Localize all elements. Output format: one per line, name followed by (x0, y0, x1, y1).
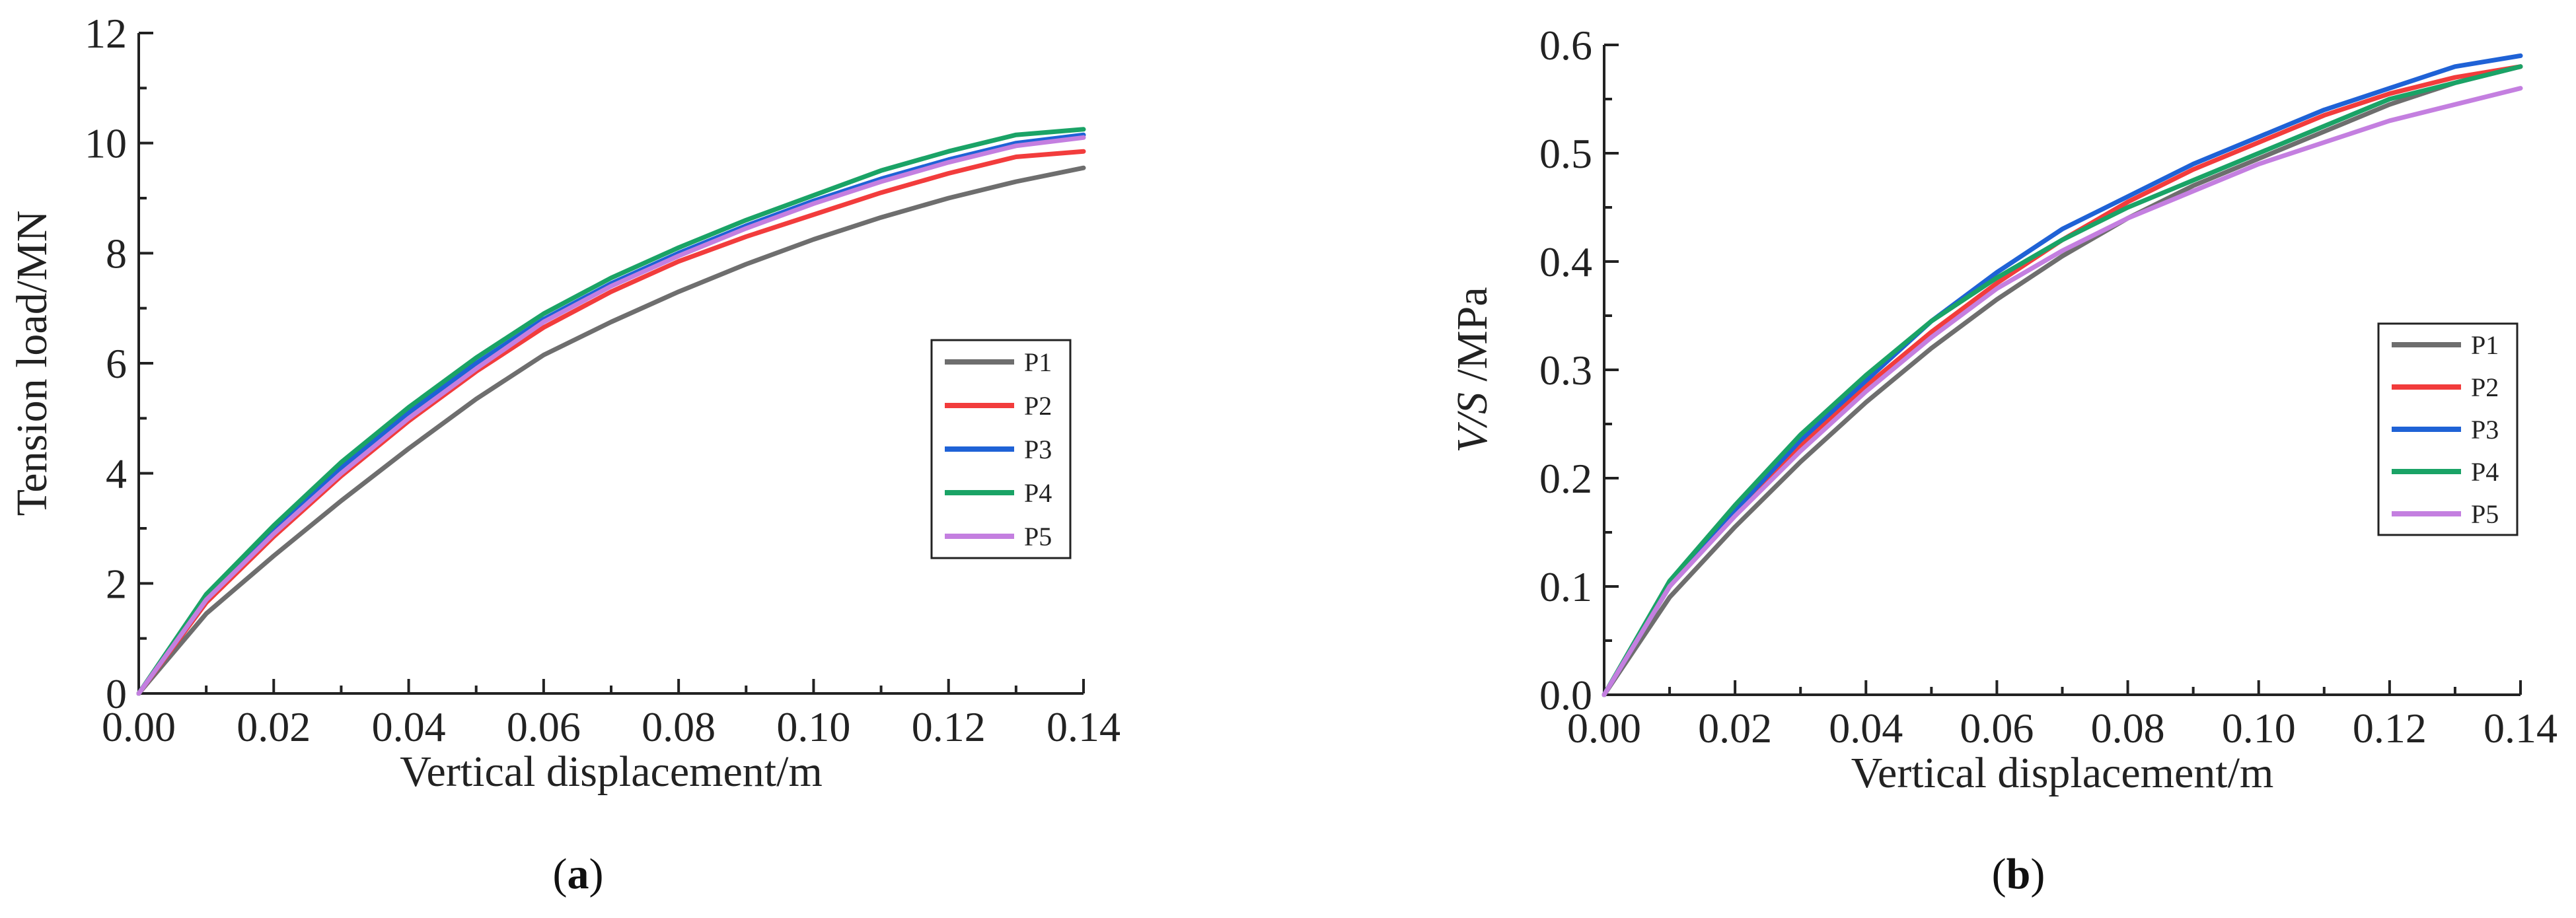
y-tick-label: 0.3 (1539, 347, 1592, 394)
panel-label-open-paren: ( (1992, 850, 2006, 898)
series-line-p5 (136, 135, 1086, 696)
x-tick-label: 0.00 (1567, 705, 1641, 752)
panel-label-letter: b (2006, 850, 2031, 898)
series-line-p3 (136, 132, 1086, 696)
legend-label-p4: P4 (2471, 457, 2499, 487)
y-tick-label: 0.0 (1539, 672, 1592, 719)
y-tick-label: 0.4 (1539, 238, 1592, 285)
series-line-p5 (1601, 86, 2523, 697)
panel-label: (a) (553, 850, 604, 898)
x-tick-label: 0.14 (1047, 703, 1121, 750)
series-line-p4 (1601, 64, 2523, 697)
panel-label: (b) (1992, 850, 2045, 898)
y-tick-label: 0.5 (1539, 130, 1592, 177)
x-tick-label: 0.08 (642, 703, 716, 750)
x-tick-label: 0.06 (507, 703, 581, 750)
legend-label-p1: P1 (2471, 330, 2499, 360)
x-tick-label: 0.12 (912, 703, 986, 750)
x-tick-label: 0.10 (2222, 705, 2296, 752)
y-tick-label: 10 (85, 120, 127, 167)
y-tick-label: 0 (106, 670, 127, 717)
y-tick-label: 0.6 (1539, 22, 1592, 69)
x-tick-label: 0.12 (2353, 705, 2427, 752)
x-axis-title: Vertical displacement/m (400, 748, 823, 796)
legend-label-p2: P2 (1024, 391, 1052, 421)
legend-label-p2: P2 (2471, 372, 2499, 402)
panel-label-letter: a (568, 850, 589, 898)
x-tick-label: 0.04 (1829, 705, 1903, 752)
chart-panel-a: 0.00 0.02 0.04 0.06 0.08 0.10 0.12 0.14 0 2 4 6 8 10 1… (8, 10, 1121, 898)
series-line-p4 (136, 127, 1086, 696)
legend-label-p5: P5 (2471, 499, 2499, 529)
x-tick-label: 0.02 (1698, 705, 1772, 752)
y-tick-label: 12 (85, 10, 127, 57)
x-tick-label: 0.04 (372, 703, 446, 750)
y-axis-title-italic: V/S (1448, 392, 1496, 453)
y-axis-title-unit: /MPa (1448, 287, 1496, 392)
legend-label-p3: P3 (2471, 415, 2499, 444)
panel-label-close-paren: ) (2030, 850, 2045, 898)
chart-panel-b: 0.00 0.02 0.04 0.06 0.08 0.10 0.12 0.14 0.0 0.1 0.… (1448, 22, 2558, 898)
series-line-p3 (1601, 53, 2523, 697)
series-line-p1 (1601, 64, 2523, 697)
y-tick-label: 8 (106, 230, 127, 277)
legend-label-p5: P5 (1024, 522, 1052, 551)
x-axis-title: Vertical displacement/m (1851, 749, 2274, 797)
y-tick-label: 6 (106, 340, 127, 387)
panel-label-open-paren: ( (553, 850, 568, 898)
y-axis-title: Tension load/MN (8, 211, 56, 516)
y-tick-label: 0.2 (1539, 455, 1592, 502)
y-axis-title: V/S /MPa (1448, 287, 1496, 452)
y-tick-label: 4 (106, 450, 127, 497)
x-tick-label: 0.10 (776, 703, 850, 750)
x-tick-label: 0.06 (1960, 705, 2034, 752)
legend-label-p3: P3 (1024, 435, 1052, 464)
x-tick-label: 0.00 (102, 703, 176, 750)
x-tick-label: 0.14 (2484, 705, 2558, 752)
x-tick-label: 0.08 (2091, 705, 2165, 752)
legend-label-p4: P4 (1024, 478, 1052, 508)
x-tick-label: 0.02 (237, 703, 311, 750)
y-tick-label: 2 (106, 560, 127, 607)
series-line-p1 (136, 165, 1086, 696)
panel-label-close-paren: ) (589, 850, 604, 898)
y-tick-label: 0.1 (1539, 563, 1592, 610)
legend-label-p1: P1 (1024, 347, 1052, 377)
